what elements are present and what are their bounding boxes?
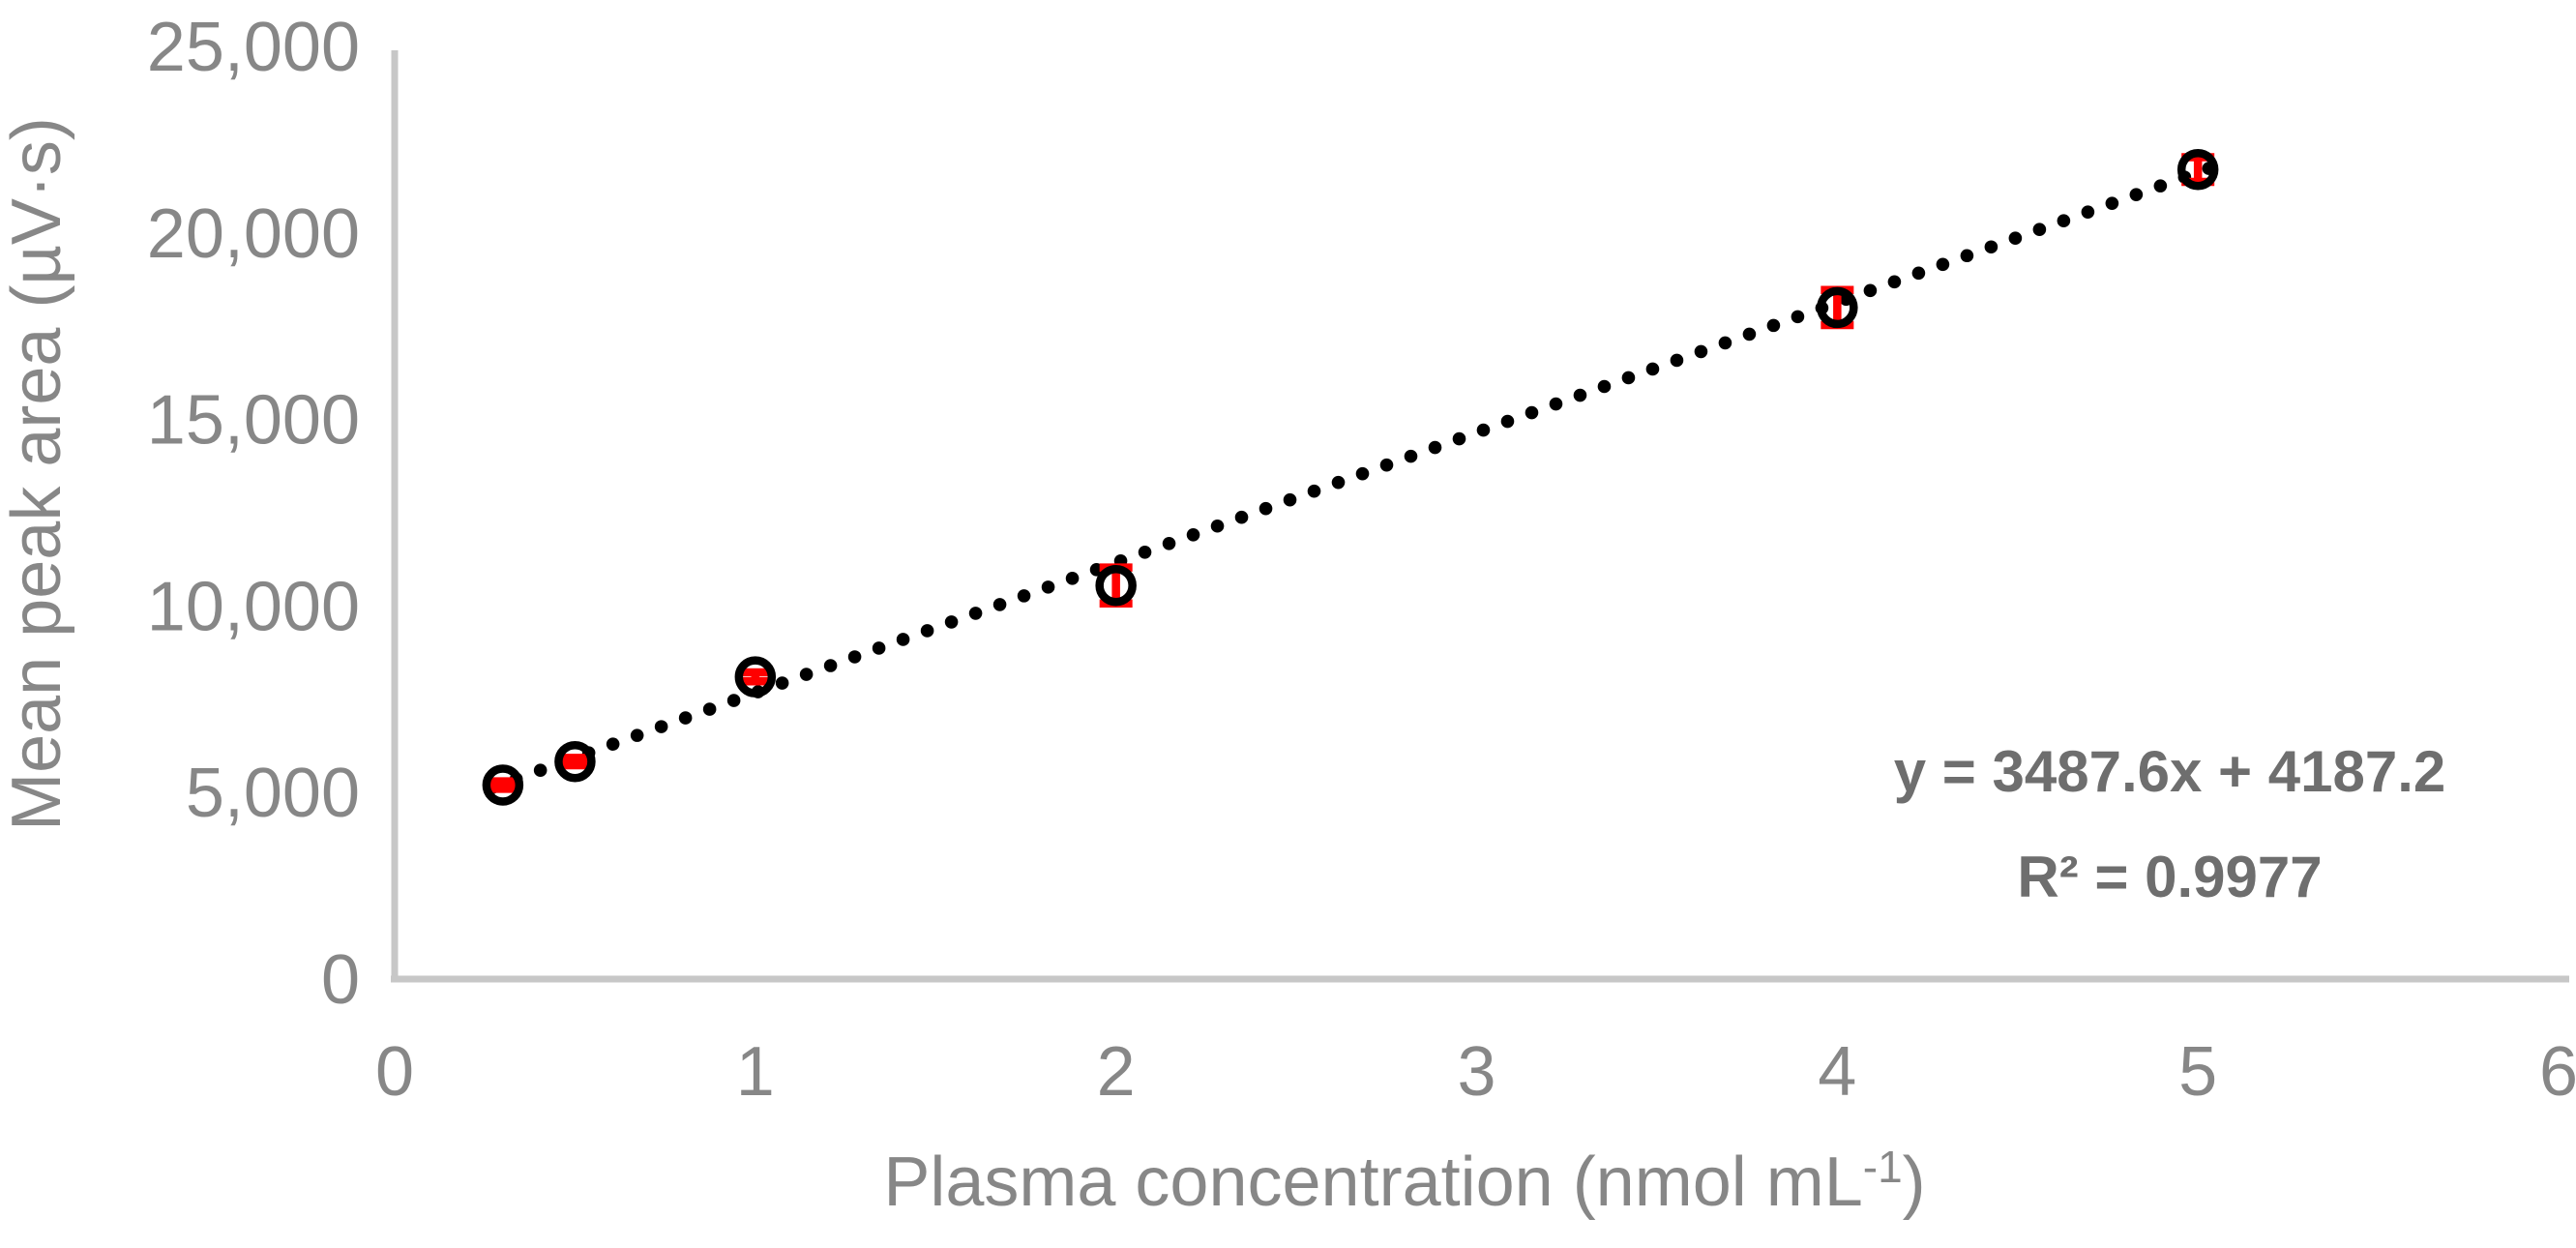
y-tick-label: 5,000 <box>186 755 360 832</box>
trendline-dot <box>1283 492 1297 507</box>
y-tick-label: 25,000 <box>147 9 360 86</box>
x-tick-label: 2 <box>1097 1033 1136 1111</box>
y-tick-label: 0 <box>321 941 360 1019</box>
trendline-dot <box>847 650 862 664</box>
trendline-dot <box>896 633 910 646</box>
trendline-dot <box>1911 266 1926 281</box>
trendline-dot <box>872 641 886 655</box>
trendline-dot <box>1766 318 1781 333</box>
trendline-dot <box>2081 205 2095 219</box>
trendline-dot <box>1138 546 1152 559</box>
y-tick-label: 15,000 <box>147 382 360 460</box>
trendline-dot <box>1017 589 1031 603</box>
trendline-dot <box>775 676 789 690</box>
trendline-dot <box>1573 388 1587 402</box>
trendline-dot <box>1210 519 1225 533</box>
trendline-dot <box>1525 405 1539 420</box>
trendline-dot <box>1307 484 1321 498</box>
trendline-dot <box>1718 336 1732 350</box>
trendline-dot <box>1694 344 1708 359</box>
data-point-marker <box>1817 286 1858 329</box>
y-tick-label: 10,000 <box>147 568 360 645</box>
trendline-dot <box>1162 536 1176 550</box>
trendline-dot <box>726 694 741 707</box>
trendline-dot <box>968 607 983 620</box>
r-squared-label: R² = 0.9977 <box>2017 845 2322 909</box>
trendline-dot <box>1960 249 1974 263</box>
trendline-dot <box>1791 310 1805 324</box>
trendline-dot <box>2032 223 2047 237</box>
trendline-dot <box>533 763 548 777</box>
trendline-dot <box>1621 371 1636 385</box>
trendline-dot <box>1065 572 1080 585</box>
trendline-dot <box>1452 431 1466 446</box>
y-axis-title: Mean peak area (µV·s) <box>0 117 75 831</box>
trendline-dot <box>1742 327 1757 342</box>
trendline-dot <box>2057 214 2071 227</box>
trendline-dot <box>992 598 1007 611</box>
trendline-dot <box>1355 466 1370 481</box>
data-point-marker <box>2176 148 2219 191</box>
x-tick-label: 6 <box>2539 1033 2576 1111</box>
trendline-dot <box>702 702 717 716</box>
trendline-dot <box>1258 501 1273 516</box>
data-point-marker <box>554 740 596 783</box>
data-point-marker <box>482 764 524 806</box>
trendline-dot <box>1428 440 1442 455</box>
trendline-dot <box>1670 353 1684 368</box>
x-tick-label: 1 <box>736 1033 775 1111</box>
x-axis-title: Plasma concentration (nmol mL-1) <box>883 1142 1925 1221</box>
trendline-dot <box>1041 580 1055 594</box>
trendline-dot <box>920 624 934 638</box>
y-tick-label: 20,000 <box>147 195 360 273</box>
x-tick-label: 4 <box>1818 1033 1856 1111</box>
trendline-dot <box>1863 283 1878 298</box>
trendline-dot <box>2008 231 2023 246</box>
trendline-dot <box>1597 379 1612 394</box>
trendline-dot <box>944 615 959 629</box>
trendline-dot <box>799 668 814 681</box>
trendline-dot <box>606 737 620 751</box>
x-tick-label: 0 <box>375 1033 414 1111</box>
trendline-dot <box>1379 458 1394 472</box>
data-point-marker <box>734 656 777 698</box>
trendline-dot <box>2105 196 2119 210</box>
trendline-dot <box>1887 275 1902 289</box>
data-point-marker <box>1095 564 1137 607</box>
trendline-dot <box>2153 179 2168 193</box>
trendline-dot <box>1936 257 1950 272</box>
trendline-dot <box>1186 527 1200 542</box>
trendline-equation-label: y = 3487.6x + 4187.2 <box>1894 739 2446 804</box>
trendline-dot <box>1404 449 1418 463</box>
trendline-dot <box>1234 510 1249 524</box>
trendline-dot <box>678 711 693 725</box>
trendline-dot <box>1549 397 1563 411</box>
trendline-dot <box>1984 240 1999 254</box>
trendline-dot <box>823 659 838 672</box>
trendline-dot <box>1500 414 1515 429</box>
trendline-dot <box>1331 475 1346 490</box>
trendline-dot <box>630 728 644 742</box>
x-tick-label: 5 <box>2178 1033 2217 1111</box>
trendline-dot <box>1645 362 1660 376</box>
x-tick-label: 3 <box>1457 1033 1495 1111</box>
trendline-dot <box>654 720 668 733</box>
trendline-dot <box>2129 188 2144 201</box>
trendline-dot <box>1476 423 1491 437</box>
